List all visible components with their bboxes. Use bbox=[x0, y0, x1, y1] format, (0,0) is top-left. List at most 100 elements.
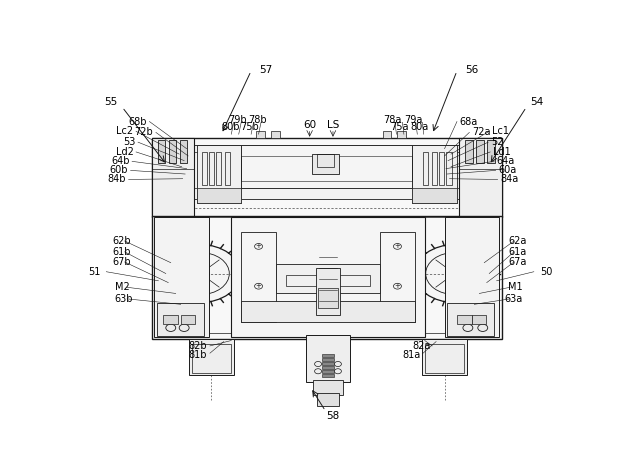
Text: +: + bbox=[255, 283, 262, 289]
Circle shape bbox=[415, 244, 494, 303]
Bar bbox=[312, 154, 339, 174]
Text: 80b: 80b bbox=[221, 122, 239, 132]
Bar bbox=[241, 301, 415, 322]
Text: 63a: 63a bbox=[504, 294, 522, 304]
Text: Ld1: Ld1 bbox=[493, 147, 511, 157]
Circle shape bbox=[451, 271, 458, 276]
Bar bbox=[191, 344, 231, 373]
Text: 54: 54 bbox=[530, 97, 543, 107]
Bar bbox=[169, 140, 176, 163]
Bar bbox=[163, 315, 178, 324]
Bar bbox=[397, 131, 406, 138]
Text: 81b: 81b bbox=[189, 350, 207, 360]
Bar bbox=[313, 380, 343, 395]
Bar bbox=[445, 218, 499, 337]
Text: 78b: 78b bbox=[248, 115, 267, 125]
Bar bbox=[216, 152, 221, 185]
Bar bbox=[271, 131, 280, 138]
Text: 60: 60 bbox=[303, 120, 316, 130]
Text: M2: M2 bbox=[115, 282, 129, 292]
Text: 67a: 67a bbox=[508, 257, 527, 267]
Text: 72a: 72a bbox=[472, 127, 490, 137]
Text: 60a: 60a bbox=[498, 165, 516, 175]
Bar bbox=[322, 362, 334, 365]
Bar bbox=[286, 275, 370, 286]
Bar bbox=[306, 335, 350, 382]
Bar bbox=[487, 140, 495, 163]
Text: LS: LS bbox=[327, 120, 339, 130]
Bar bbox=[432, 152, 437, 185]
Text: 62a: 62a bbox=[508, 236, 527, 246]
Bar bbox=[380, 232, 415, 322]
Bar bbox=[196, 188, 241, 203]
Text: 55: 55 bbox=[104, 97, 117, 107]
Text: 72b: 72b bbox=[134, 127, 154, 137]
Text: 53: 53 bbox=[123, 137, 136, 147]
Bar bbox=[180, 315, 195, 324]
Text: 58: 58 bbox=[326, 412, 340, 422]
Text: 84a: 84a bbox=[500, 174, 518, 184]
Text: 57: 57 bbox=[259, 65, 273, 75]
Bar bbox=[209, 152, 214, 185]
Circle shape bbox=[191, 267, 209, 280]
Text: Lc2: Lc2 bbox=[116, 126, 134, 136]
Bar bbox=[412, 145, 457, 203]
Bar bbox=[322, 370, 334, 373]
Bar bbox=[425, 344, 465, 373]
Text: 68b: 68b bbox=[129, 117, 147, 126]
Text: 68a: 68a bbox=[460, 117, 477, 126]
Bar bbox=[241, 145, 412, 188]
Text: 51: 51 bbox=[88, 267, 100, 277]
Bar bbox=[316, 268, 340, 315]
Bar bbox=[241, 156, 412, 181]
Text: 64b: 64b bbox=[111, 157, 129, 166]
Text: 61a: 61a bbox=[508, 247, 527, 257]
Bar bbox=[457, 315, 472, 324]
Text: Ld2: Ld2 bbox=[116, 147, 134, 157]
Text: 67b: 67b bbox=[112, 257, 131, 267]
Bar bbox=[152, 138, 502, 218]
Text: 78a: 78a bbox=[383, 115, 402, 125]
Text: 52: 52 bbox=[491, 137, 503, 147]
Bar bbox=[412, 188, 457, 203]
Bar bbox=[322, 354, 334, 357]
Text: +: + bbox=[394, 283, 401, 289]
Text: M1: M1 bbox=[508, 282, 522, 292]
Bar bbox=[472, 315, 486, 324]
Bar bbox=[167, 152, 487, 188]
Circle shape bbox=[198, 271, 204, 276]
Text: 64a: 64a bbox=[497, 157, 515, 166]
Text: 82a: 82a bbox=[412, 341, 431, 351]
Text: 84b: 84b bbox=[108, 174, 126, 184]
Bar bbox=[225, 152, 230, 185]
Bar bbox=[158, 140, 165, 163]
Text: 61b: 61b bbox=[112, 247, 131, 257]
Bar bbox=[154, 218, 209, 337]
Bar bbox=[465, 140, 473, 163]
Text: 60b: 60b bbox=[109, 165, 128, 175]
Bar bbox=[476, 140, 484, 163]
Bar bbox=[196, 145, 241, 203]
Bar bbox=[256, 131, 265, 138]
Bar bbox=[460, 138, 502, 218]
Text: 80a: 80a bbox=[411, 122, 429, 132]
Bar bbox=[383, 131, 392, 138]
Bar bbox=[439, 152, 444, 185]
Bar bbox=[322, 366, 334, 369]
Text: 79b: 79b bbox=[228, 115, 247, 125]
Text: 82b: 82b bbox=[189, 341, 207, 351]
Circle shape bbox=[161, 244, 240, 303]
Bar bbox=[180, 140, 187, 163]
Bar bbox=[152, 216, 502, 339]
Bar bbox=[422, 339, 467, 375]
Text: +: + bbox=[394, 243, 401, 250]
Bar bbox=[322, 358, 334, 361]
Text: Lc1: Lc1 bbox=[492, 126, 509, 136]
Bar bbox=[159, 218, 494, 333]
Bar bbox=[157, 303, 204, 336]
Bar bbox=[189, 339, 234, 375]
Bar bbox=[157, 145, 497, 199]
Bar bbox=[423, 152, 428, 185]
Text: 79a: 79a bbox=[404, 115, 422, 125]
Text: 62b: 62b bbox=[112, 236, 131, 246]
